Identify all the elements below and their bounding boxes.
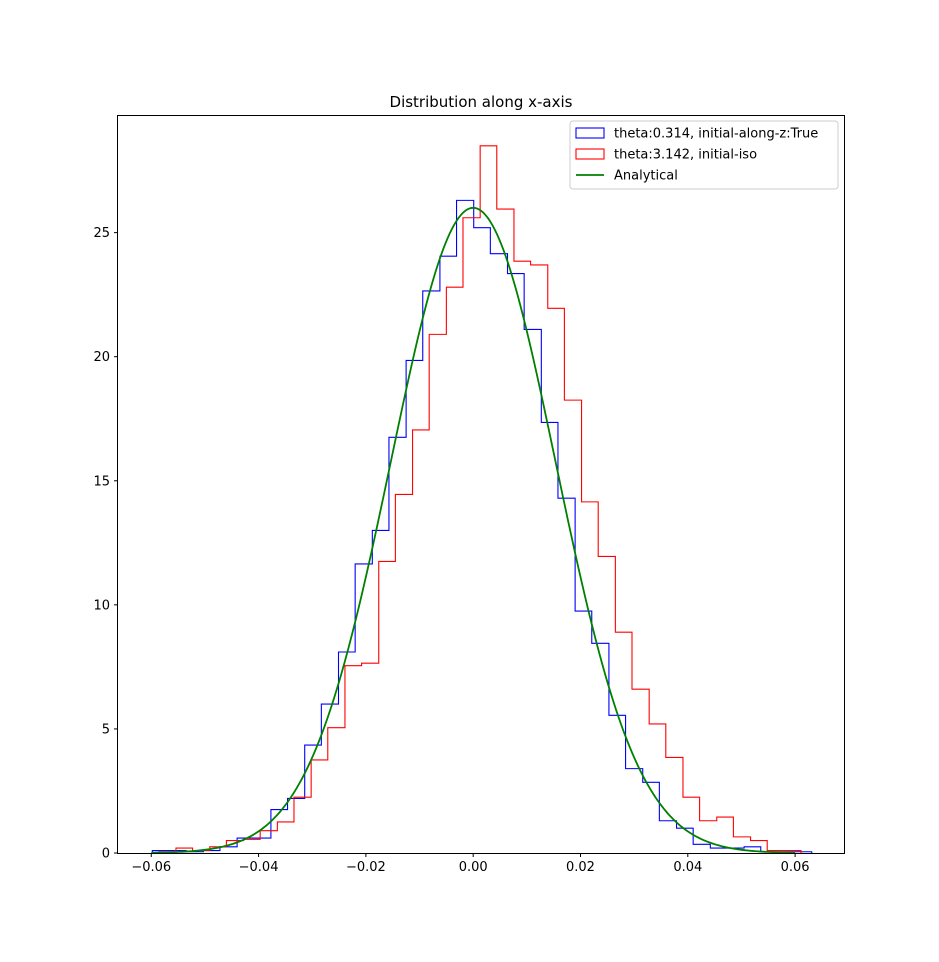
y-axis: 0 5 10 15 20 25 — [93, 226, 118, 862]
chart-title: Distribution along x-axis — [390, 93, 573, 111]
x-tick-label: −0.04 — [239, 860, 279, 875]
x-tick-label: −0.02 — [346, 860, 386, 875]
histogram-series-0 — [151, 199, 813, 853]
x-tick-label: 0.04 — [673, 860, 702, 875]
x-tick-label: −0.06 — [131, 860, 171, 875]
legend-swatch — [575, 148, 605, 160]
legend-label: theta:0.314, initial-along-z:True — [614, 127, 818, 142]
y-tick-label: 0 — [102, 847, 110, 862]
y-tick-label: 20 — [93, 350, 110, 365]
x-tick-label: 0.02 — [566, 860, 595, 875]
histogram-series-1 — [158, 145, 802, 853]
legend: theta:0.314, initial-along-z:True theta:3… — [569, 120, 839, 190]
legend-swatch — [575, 127, 605, 139]
y-tick-label: 10 — [93, 598, 110, 613]
analytical-line — [151, 206, 796, 853]
x-tick-label: 0.00 — [459, 860, 488, 875]
x-axis: −0.06 −0.04 −0.02 0.00 0.02 0.04 0.06 — [131, 853, 810, 875]
x-tick-label: 0.06 — [781, 860, 810, 875]
y-tick-label: 25 — [93, 226, 110, 241]
legend-label: Analytical — [614, 169, 678, 184]
y-tick-label: 5 — [102, 722, 110, 737]
axes-frame — [117, 115, 845, 854]
legend-label: theta:3.142, initial-iso — [614, 148, 757, 163]
y-tick-label: 15 — [93, 474, 110, 489]
plot-content — [151, 145, 813, 853]
plot-series-area — [151, 145, 813, 853]
legend-box — [569, 120, 839, 190]
